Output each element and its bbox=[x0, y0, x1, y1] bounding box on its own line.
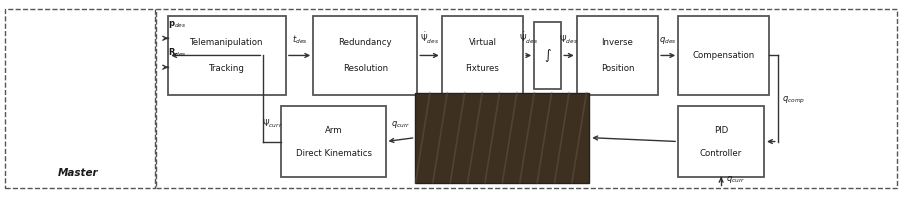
Text: $t_{des}$: $t_{des}$ bbox=[292, 33, 307, 46]
Text: Compensation: Compensation bbox=[692, 51, 755, 60]
Text: Resolution: Resolution bbox=[343, 64, 388, 73]
Text: Arm: Arm bbox=[325, 126, 342, 135]
Text: $q_{curr}$: $q_{curr}$ bbox=[391, 119, 410, 130]
Text: $\dot{\Psi}_{des}$: $\dot{\Psi}_{des}$ bbox=[519, 30, 538, 46]
Bar bbox=[678, 16, 768, 95]
Text: $\mathbf{p}_{des}$: $\mathbf{p}_{des}$ bbox=[168, 20, 187, 30]
Bar bbox=[415, 93, 590, 183]
Text: Position: Position bbox=[600, 64, 634, 73]
Bar bbox=[678, 106, 764, 177]
Bar bbox=[313, 16, 417, 95]
Text: PID: PID bbox=[714, 126, 728, 135]
Text: $q_{des}$: $q_{des}$ bbox=[659, 35, 677, 46]
Text: $\dot{\Psi}_{des}$: $\dot{\Psi}_{des}$ bbox=[420, 30, 439, 46]
Bar bbox=[534, 22, 561, 89]
Bar bbox=[168, 16, 286, 95]
Text: Fixtures: Fixtures bbox=[465, 64, 500, 73]
Text: $\Psi_{des}$: $\Psi_{des}$ bbox=[560, 33, 579, 46]
Text: Master: Master bbox=[57, 168, 98, 178]
Text: ∫: ∫ bbox=[544, 49, 551, 62]
Bar bbox=[442, 16, 523, 95]
Text: Virtual: Virtual bbox=[469, 38, 496, 47]
Text: Telemanipulation: Telemanipulation bbox=[190, 38, 264, 47]
Text: Direct Kinematics: Direct Kinematics bbox=[296, 149, 372, 158]
Text: Redundancy: Redundancy bbox=[338, 38, 392, 47]
Bar bbox=[281, 106, 385, 177]
Text: Inverse: Inverse bbox=[601, 38, 633, 47]
Bar bbox=[157, 8, 897, 189]
Text: $\mathbf{R}_{des}$: $\mathbf{R}_{des}$ bbox=[168, 47, 187, 59]
Text: $q_{curr}$: $q_{curr}$ bbox=[726, 174, 745, 185]
Bar bbox=[577, 16, 658, 95]
Bar bbox=[5, 8, 155, 189]
Text: Controller: Controller bbox=[700, 149, 742, 158]
Text: $q_{comp}$: $q_{comp}$ bbox=[782, 95, 805, 106]
Text: Tracking: Tracking bbox=[210, 64, 245, 73]
Text: $\Psi_{curr}$: $\Psi_{curr}$ bbox=[262, 117, 283, 130]
